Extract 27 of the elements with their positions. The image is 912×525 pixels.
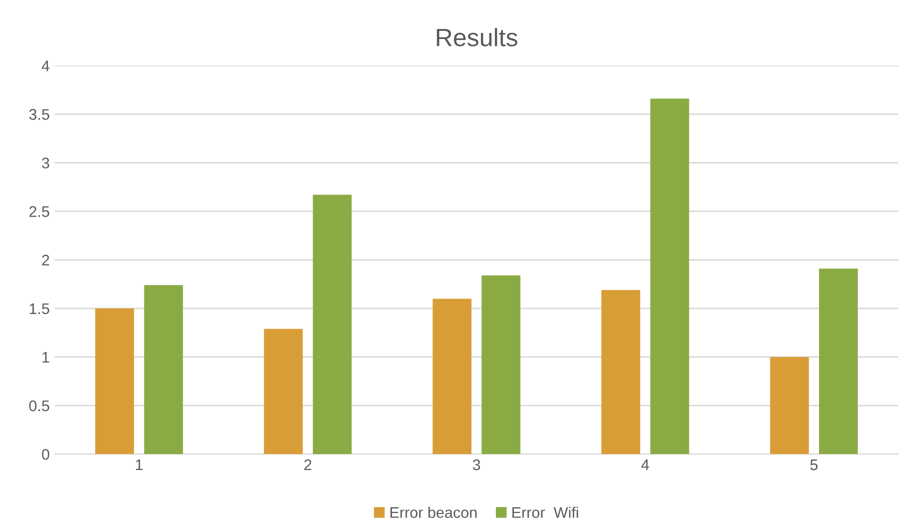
y-tick-label: 2.5 — [29, 206, 50, 217]
y-tick-label: 3 — [42, 158, 50, 168]
y-tick-label: 4 — [42, 60, 50, 72]
bar — [770, 357, 809, 454]
bar — [432, 298, 472, 454]
x-tick-label: 1 — [136, 460, 143, 470]
chart-title: Results — [436, 28, 518, 46]
y-tick-label: 1.5 — [30, 303, 50, 314]
y-tick-label: 1 — [42, 352, 50, 363]
legend-label: Error Wifi — [512, 506, 578, 518]
bar — [601, 290, 640, 454]
bar — [144, 285, 183, 454]
bar — [819, 268, 858, 454]
x-tick-label: 3 — [472, 459, 480, 470]
bar — [264, 328, 303, 454]
x-tick-label: 4 — [641, 460, 650, 470]
bar — [482, 275, 520, 454]
legend-label: Error beacon — [390, 506, 477, 518]
y-tick-label: 0.5 — [29, 400, 50, 412]
x-tick-label: 2 — [304, 459, 312, 470]
bar — [95, 308, 134, 454]
y-tick-label: 2 — [42, 254, 50, 266]
y-tick-label: 3.5 — [29, 109, 50, 120]
x-tick-label: 5 — [810, 460, 818, 470]
y-tick-label: 0 — [42, 448, 50, 460]
bar — [312, 194, 352, 454]
bar — [650, 98, 690, 454]
